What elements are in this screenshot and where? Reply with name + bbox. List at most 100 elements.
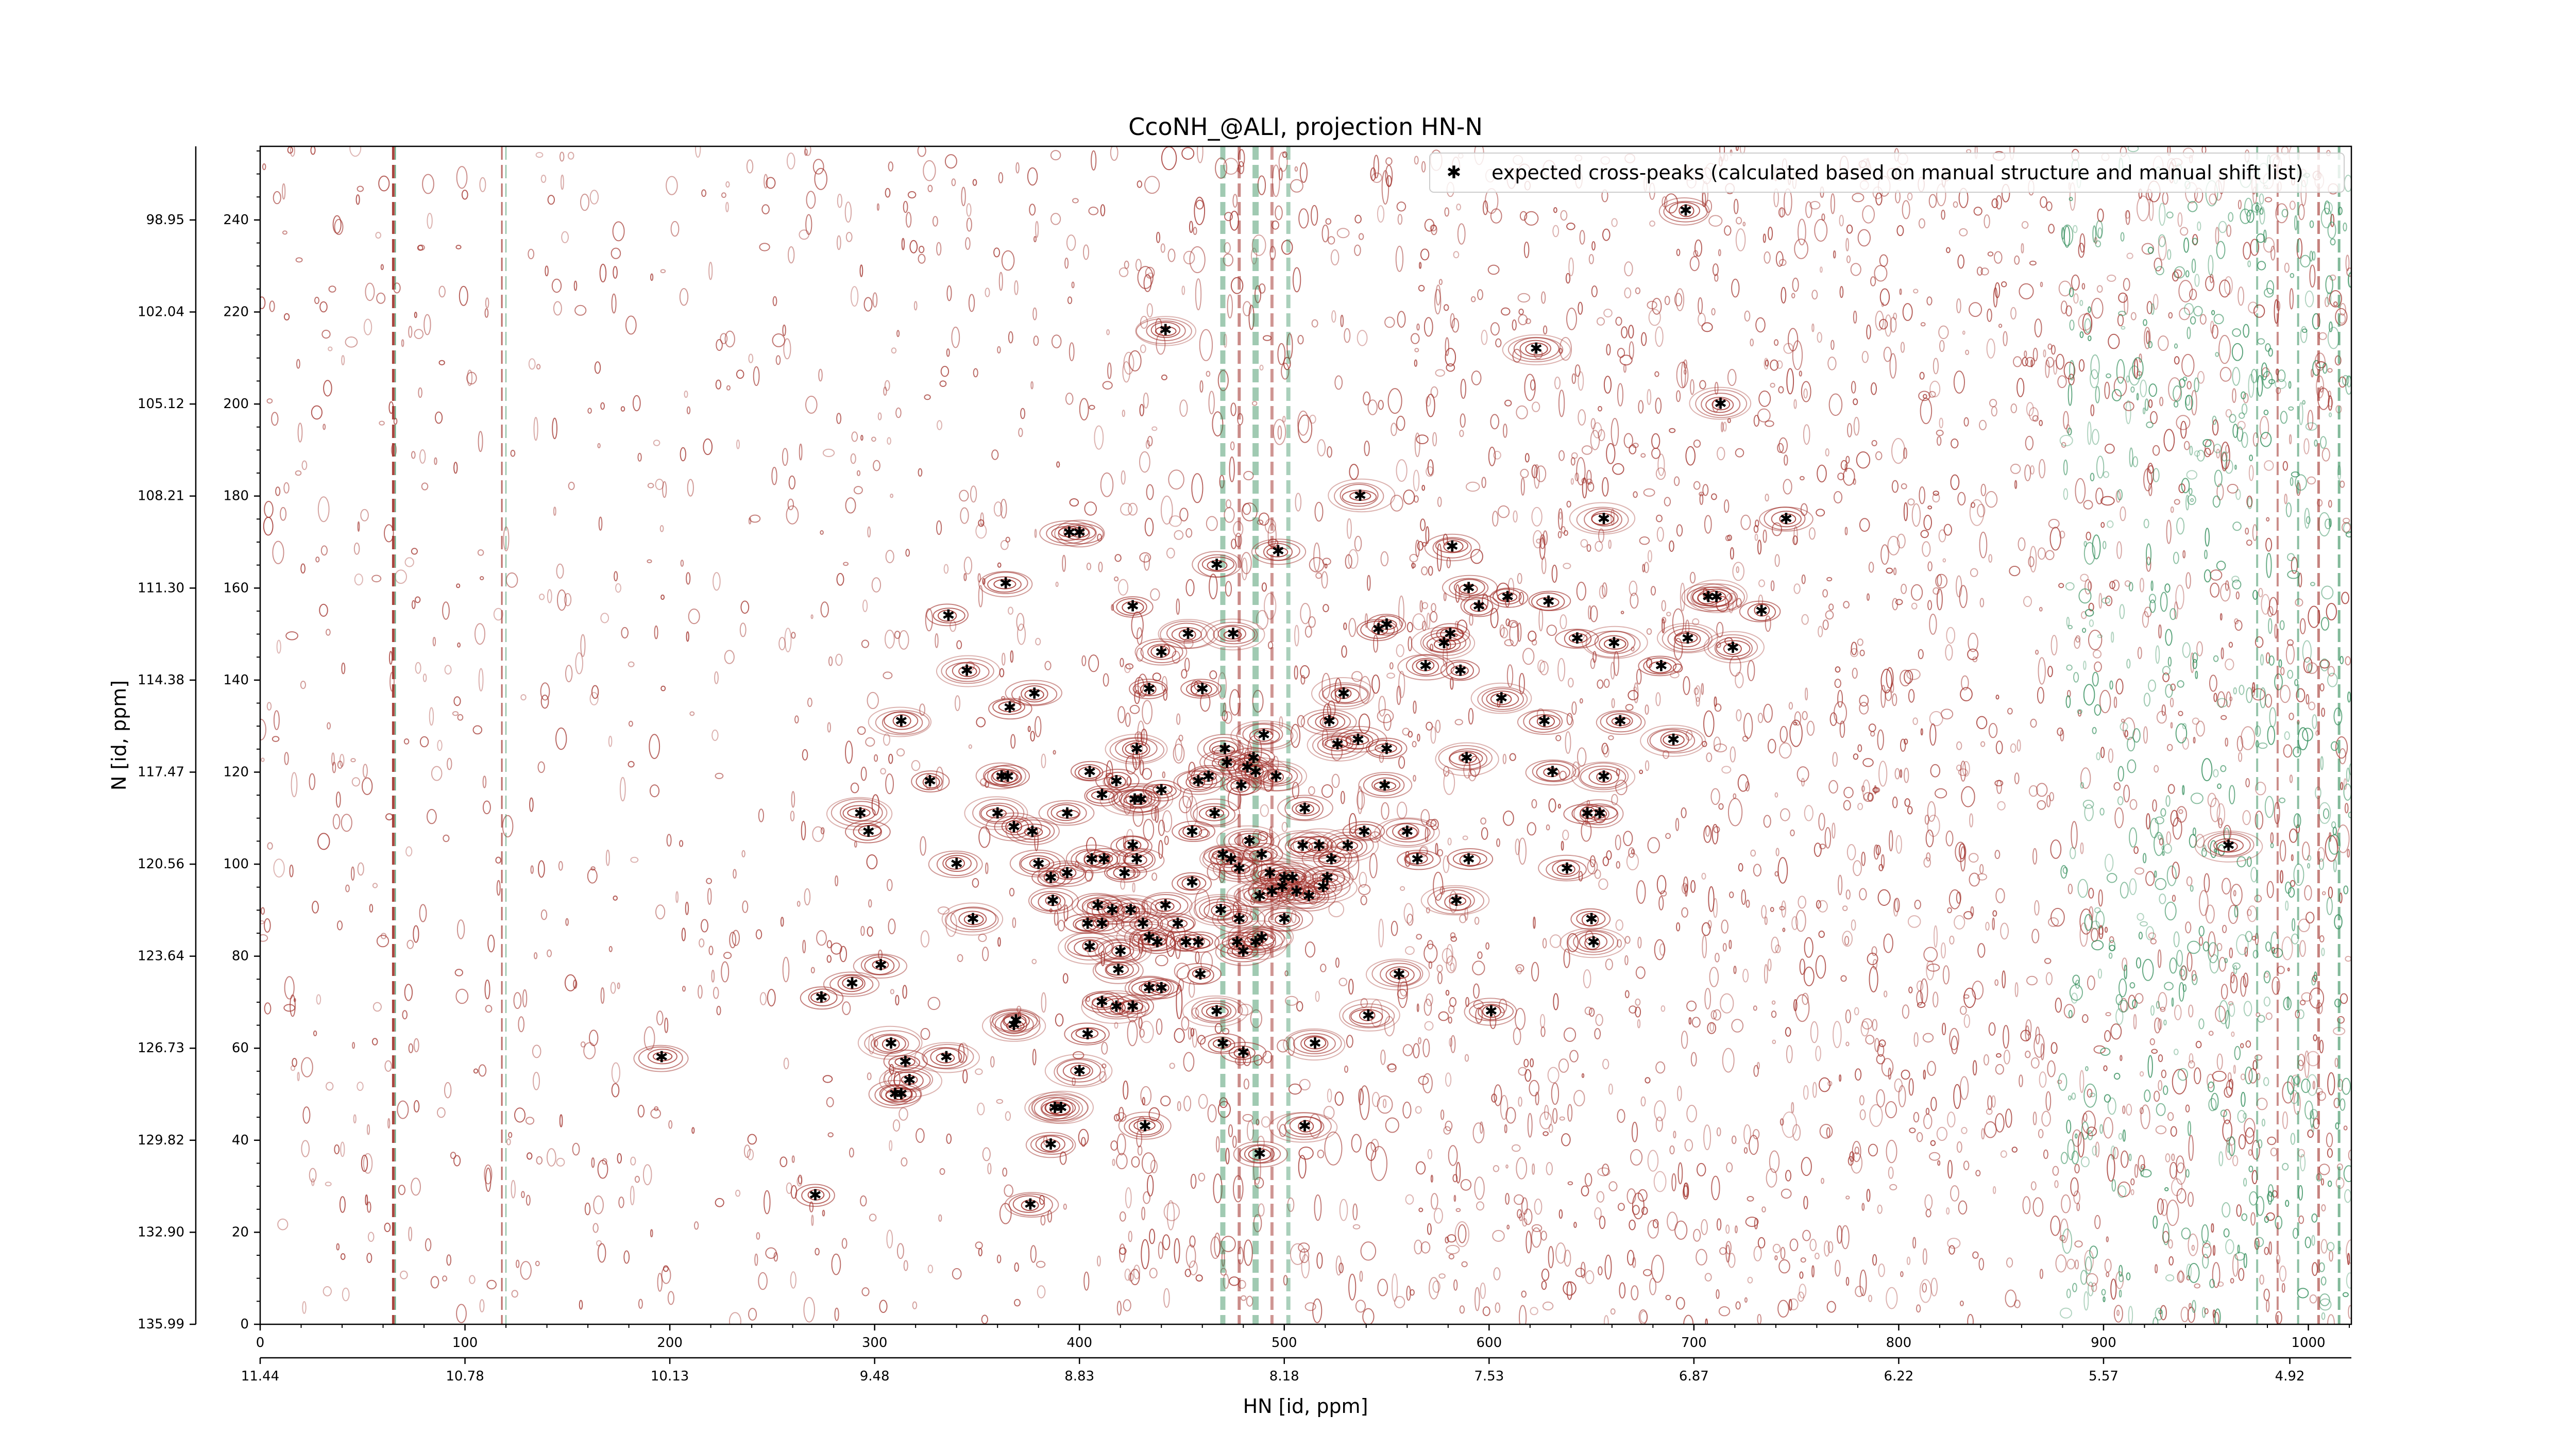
noise-contour: [1304, 626, 1312, 638]
noise-contour: [1835, 1259, 1841, 1277]
noise-contour: [2320, 1239, 2328, 1254]
noise-contour: [1256, 610, 1268, 630]
noise-contour: [429, 707, 434, 726]
noise-contour: [2309, 264, 2316, 288]
noise-contour: [425, 1238, 432, 1252]
noise-contour: [357, 1082, 364, 1091]
noise-contour: [782, 448, 788, 466]
noise-contour: [2347, 1253, 2350, 1265]
noise-contour: [1311, 319, 1318, 328]
noise-contour: [314, 296, 319, 305]
noise-contour: [782, 324, 786, 336]
noise-contour: [1817, 464, 1827, 483]
noise-contour: [1189, 246, 1206, 274]
noise-contour: [260, 920, 265, 924]
noise-contour: [1197, 146, 1204, 163]
cross-peak-marker: ✱: [1780, 510, 1792, 528]
noise-contour: [1078, 1128, 1089, 1146]
noise-contour: [1223, 333, 1227, 348]
noise-contour: [977, 1102, 985, 1116]
noise-contour: [1185, 579, 1195, 597]
noise-contour: [805, 395, 818, 414]
noise-contour: [1402, 1101, 1412, 1119]
noise-contour: [301, 1140, 310, 1157]
noise-contour: [273, 858, 285, 878]
noise-contour: [1741, 889, 1747, 905]
noise-contour: [998, 272, 1003, 291]
noise-contour: [2267, 606, 2274, 617]
noise-contour: [742, 900, 749, 913]
noise-contour: [1465, 997, 1469, 1007]
noise-contour: [1323, 1106, 1335, 1120]
noise-contour: [1518, 592, 1524, 605]
noise-contour: [1143, 554, 1150, 571]
noise-contour: [1803, 1195, 1808, 1209]
noise-contour: [835, 875, 839, 887]
noise-contour: [2210, 582, 2220, 598]
noise-contour: [2152, 799, 2157, 812]
noise-contour: [975, 1241, 983, 1250]
noise-contour: [413, 925, 419, 943]
noise-contour: [786, 1182, 792, 1194]
noise-contour: [1826, 1301, 1836, 1313]
noise-contour: [375, 231, 382, 239]
noise-contour: [444, 665, 452, 675]
noise-contour: [1089, 405, 1095, 410]
noise-contour: [748, 1308, 757, 1321]
noise-contour: [1140, 344, 1146, 353]
noise-contour: [1123, 351, 1134, 375]
noise-contour: [1713, 898, 1718, 918]
noise-contour: [1615, 919, 1623, 931]
noise-contour: [1877, 1204, 1883, 1214]
noise-contour: [1617, 348, 1625, 358]
noise-contour: [2011, 1147, 2018, 1153]
noise-contour: [1241, 1295, 1247, 1301]
noise-contour: [457, 642, 461, 648]
noise-contour: [759, 243, 770, 251]
noise-contour: [1785, 1027, 1791, 1037]
noise-contour: [1495, 338, 1502, 348]
noise-contour: [1532, 1163, 1535, 1175]
noise-contour: [1116, 1112, 1127, 1122]
noise-contour: [666, 834, 672, 847]
noise-contour: [1241, 552, 1252, 575]
noise-contour: [1308, 616, 1316, 628]
noise-contour: [1257, 175, 1266, 195]
noise-contour: [2014, 480, 2018, 489]
noise-contour: [1907, 915, 1921, 928]
noise-contour: [2081, 283, 2086, 290]
noise-contour: [1716, 1289, 1720, 1299]
noise-contour: [2107, 1154, 2115, 1182]
noise-contour: [891, 347, 897, 354]
noise-contour: [670, 221, 680, 237]
noise-contour: [707, 888, 712, 905]
noise-contour: [260, 907, 265, 915]
noise-contour: [935, 633, 939, 648]
noise-contour: [597, 1159, 608, 1179]
noise-contour: [1357, 790, 1365, 810]
noise-contour: [2244, 947, 2248, 957]
noise-contour: [1386, 672, 1395, 679]
noise-contour: [1362, 1308, 1375, 1324]
noise-contour: [2005, 1108, 2012, 1128]
noise-contour: [999, 668, 1005, 678]
noise-contour: [558, 861, 563, 871]
noise-contour: [1500, 627, 1509, 638]
noise-contour: [996, 1099, 1004, 1104]
noise-contour: [1251, 234, 1266, 256]
noise-contour: [1228, 1124, 1233, 1137]
noise-contour: [2188, 1233, 2198, 1256]
noise-contour: [2321, 707, 2326, 717]
noise-contour: [2126, 252, 2133, 259]
noise-contour: [1735, 228, 1746, 251]
noise-contour: [342, 1287, 350, 1302]
noise-contour: [269, 300, 275, 312]
noise-contour: [654, 625, 658, 639]
noise-contour: [547, 949, 552, 957]
noise-contour: [1179, 399, 1188, 417]
noise-contour: [2171, 1153, 2175, 1161]
noise-contour: [1866, 324, 1871, 340]
noise-contour: [2341, 592, 2350, 604]
noise-contour: [2265, 1012, 2273, 1020]
noise-contour: [1174, 1238, 1180, 1263]
